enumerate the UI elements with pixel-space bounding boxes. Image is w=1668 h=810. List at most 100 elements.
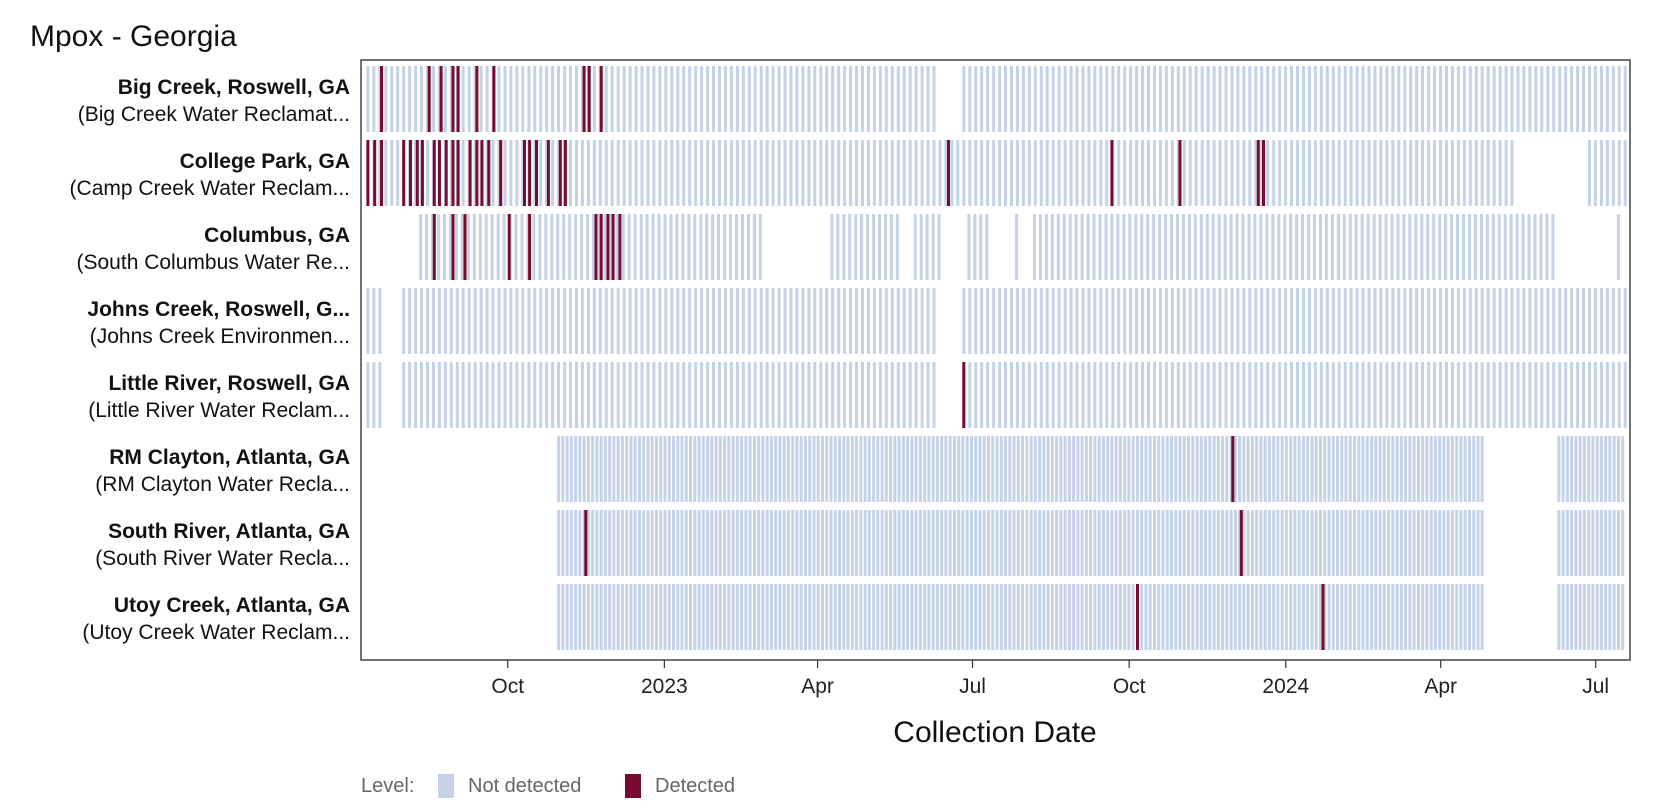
- sample-cell-not-detected: [1551, 214, 1555, 280]
- sample-cell-not-detected: [765, 362, 769, 428]
- sample-cell-not-detected: [1293, 436, 1297, 502]
- sample-cell-not-detected: [684, 436, 688, 502]
- sample-cell-not-detected: [515, 288, 519, 354]
- sample-cell-not-detected: [831, 140, 835, 206]
- sample-cell-not-detected: [610, 362, 614, 428]
- sample-cell-not-detected: [819, 288, 823, 354]
- sample-cell-not-detected: [1123, 140, 1127, 206]
- sample-cell-not-detected: [658, 140, 662, 206]
- row-plant-label: (Utoy Creek Water Reclam...: [82, 621, 350, 644]
- sample-cell-not-detected: [592, 66, 596, 132]
- sample-cell-not-detected: [520, 214, 524, 280]
- sample-cell-detected: [463, 214, 467, 280]
- sample-cell-not-detected: [1404, 584, 1408, 650]
- sample-cell-not-detected: [813, 66, 817, 132]
- sample-cell-not-detected: [1263, 510, 1267, 576]
- sample-cell-not-detected: [927, 584, 931, 650]
- sample-cell-not-detected: [771, 288, 775, 354]
- sample-cell-not-detected: [1379, 362, 1383, 428]
- sample-cell-not-detected: [603, 214, 607, 280]
- sample-cell-not-detected: [1510, 140, 1514, 206]
- sample-cell-not-detected: [999, 584, 1003, 650]
- sample-cell-not-detected: [1106, 436, 1110, 502]
- sample-cell-not-detected: [1278, 362, 1282, 428]
- sample-cell-not-detected: [1117, 288, 1121, 354]
- sample-cell-not-detected: [1051, 66, 1055, 132]
- sample-cell-not-detected: [1195, 510, 1199, 576]
- sample-cell-not-detected: [908, 140, 912, 206]
- sample-cell-not-detected: [1353, 436, 1356, 502]
- sample-cell-not-detected: [1421, 584, 1425, 650]
- sample-cell-not-detected: [1325, 140, 1329, 206]
- sample-cell-not-detected: [1267, 436, 1271, 502]
- sample-cell-not-detected: [598, 140, 602, 206]
- sample-cell-not-detected: [1313, 288, 1317, 354]
- sample-cell-not-detected: [1319, 140, 1323, 206]
- sample-cell-not-detected: [551, 140, 555, 206]
- sample-cell-not-detected: [908, 288, 912, 354]
- sample-cell-not-detected: [634, 362, 638, 428]
- sample-cell-not-detected: [1117, 362, 1121, 428]
- sample-cell-not-detected: [723, 214, 727, 280]
- sample-cell-not-detected: [684, 584, 688, 650]
- sample-cell-not-detected: [1360, 214, 1364, 280]
- sample-cell-not-detected: [1280, 584, 1284, 650]
- sample-cell-not-detected: [425, 214, 429, 280]
- sample-cell-not-detected: [622, 362, 626, 428]
- sample-cell-not-detected: [473, 140, 477, 206]
- sample-cell-not-detected: [859, 436, 863, 502]
- sample-cell-not-detected: [980, 362, 984, 428]
- sample-cell-not-detected: [1246, 510, 1250, 576]
- sample-cell-not-detected: [561, 584, 565, 650]
- sample-cell-not-detected: [920, 362, 924, 428]
- sample-cell-not-detected: [1344, 584, 1348, 650]
- sample-cell-not-detected: [723, 66, 727, 132]
- sample-cell-detected: [528, 214, 532, 280]
- sample-cell-not-detected: [1486, 140, 1490, 206]
- sample-cell-not-detected: [1331, 510, 1335, 576]
- sample-cell-not-detected: [1087, 66, 1091, 132]
- sample-cell-not-detected: [816, 584, 820, 650]
- sample-cell-not-detected: [1259, 510, 1263, 576]
- sample-cell-not-detected: [1165, 584, 1169, 650]
- sample-cell-not-detected: [1200, 288, 1204, 354]
- sample-cell-not-detected: [1591, 510, 1595, 576]
- sample-cell-not-detected: [1164, 66, 1168, 132]
- sample-cell-not-detected: [1254, 140, 1258, 206]
- sample-cell-not-detected: [1591, 584, 1595, 650]
- sample-cell-not-detected: [974, 288, 978, 354]
- sample-cell-not-detected: [1348, 584, 1352, 650]
- sample-cell-not-detected: [694, 362, 698, 428]
- sample-cell-not-detected: [1462, 140, 1466, 206]
- sample-cell-not-detected: [727, 510, 731, 576]
- sample-cell-not-detected: [1344, 436, 1348, 502]
- sample-cell-not-detected: [1265, 214, 1269, 280]
- sample-cell-detected: [402, 140, 406, 206]
- sample-cell-not-detected: [1170, 510, 1173, 576]
- sample-cell-not-detected: [1250, 436, 1254, 502]
- sample-cell-not-detected: [1421, 510, 1425, 576]
- sample-cell-not-detected: [1564, 288, 1568, 354]
- sample-cell-not-detected: [1534, 288, 1538, 354]
- sample-cell-not-detected: [957, 510, 961, 576]
- sample-cell-not-detected: [890, 140, 894, 206]
- sample-cell-not-detected: [1021, 510, 1024, 576]
- sample-cell-not-detected: [575, 288, 578, 354]
- sample-cell-detected: [962, 362, 966, 428]
- row-labels: Big Creek, Roswell, GA(Big Creek Water R…: [70, 76, 350, 644]
- sample-cell-not-detected: [1361, 288, 1365, 354]
- sample-cell-not-detected: [843, 362, 847, 428]
- sample-cell-not-detected: [1319, 362, 1323, 428]
- sample-cell-not-detected: [1015, 140, 1019, 206]
- sample-cell-not-detected: [1101, 510, 1105, 576]
- sample-cell-not-detected: [1055, 436, 1059, 502]
- sample-cell-not-detected: [1131, 584, 1135, 650]
- sample-cell-not-detected: [863, 436, 867, 502]
- sample-cell-not-detected: [1153, 436, 1156, 502]
- sample-cell-not-detected: [561, 510, 565, 576]
- sample-cell-not-detected: [1021, 288, 1025, 354]
- sample-cell-not-detected: [1236, 288, 1240, 354]
- sample-cell-not-detected: [563, 288, 567, 354]
- sample-cell-not-detected: [1391, 66, 1395, 132]
- sample-cell-not-detected: [578, 436, 582, 502]
